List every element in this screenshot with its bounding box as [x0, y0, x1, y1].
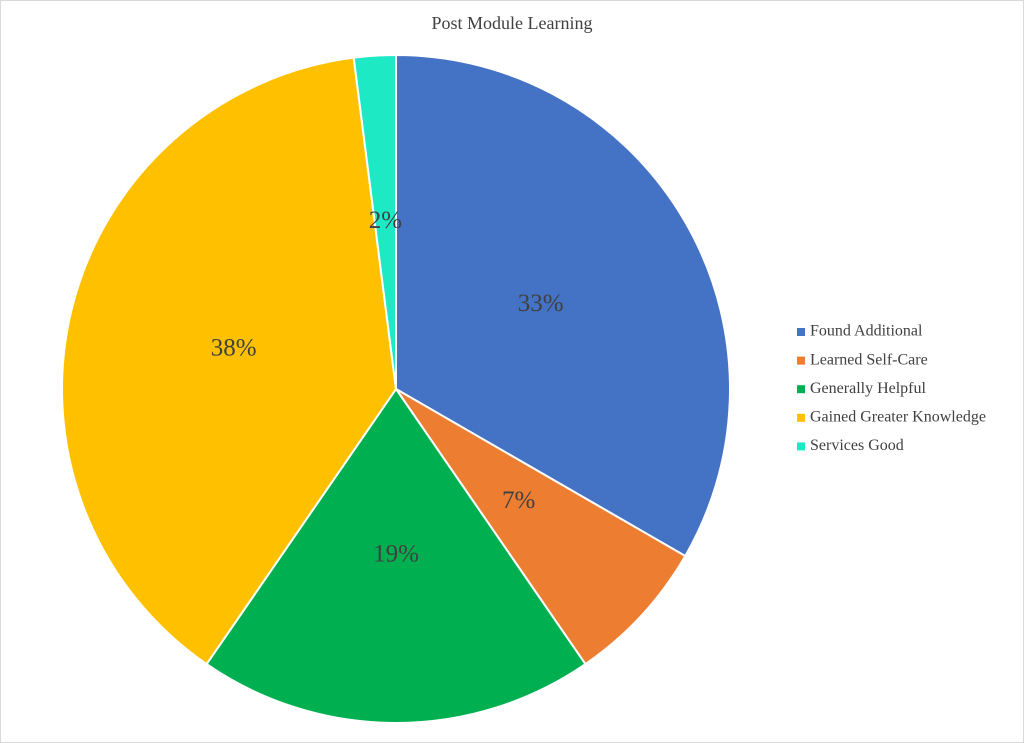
- data-label: 33%: [518, 290, 564, 317]
- pie-slice: [61, 56, 398, 666]
- data-label: 7%: [502, 487, 535, 514]
- legend-swatch: [797, 356, 805, 365]
- legend-label: Services Good: [810, 437, 904, 454]
- legend-swatch: [797, 413, 805, 422]
- legend-swatch: [797, 385, 805, 394]
- legend-label: Found Additional: [810, 323, 923, 340]
- legend-swatch: [797, 442, 805, 451]
- data-label: 38%: [211, 334, 257, 361]
- pie-slice: [352, 53, 397, 390]
- pie-slice: [395, 388, 687, 666]
- pie-slice: [205, 387, 587, 724]
- data-label: 19%: [373, 541, 419, 568]
- legend-swatch: [797, 328, 805, 336]
- legend-label: Generally Helpful: [810, 380, 927, 397]
- legend-label: Learned Self-Care: [810, 351, 928, 368]
- data-label: 2%: [369, 207, 402, 234]
- chart-title: Post Module Learning: [432, 13, 593, 33]
- pie-slice: [395, 53, 731, 558]
- legend-label: Gained Greater Knowledge: [810, 408, 986, 425]
